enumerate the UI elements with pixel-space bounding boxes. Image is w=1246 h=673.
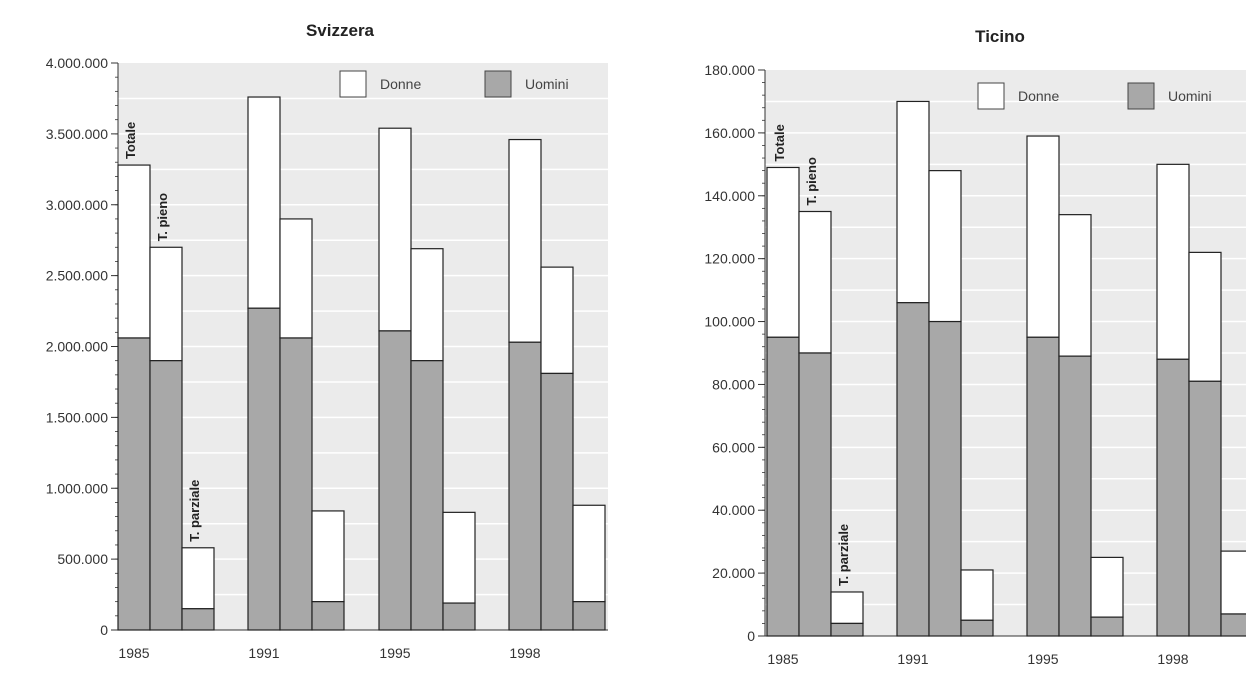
y-tick-label: 100.000 <box>704 314 755 330</box>
bar-donne-1998-0 <box>1156 163 1190 360</box>
y-tick-label: 20.000 <box>712 565 755 581</box>
bar-donne-1991-1 <box>279 218 313 339</box>
bar-uomini-1998-2 <box>1220 613 1246 637</box>
bar-donne-1998-2 <box>572 504 606 603</box>
bar-donne-1995-0 <box>1026 135 1060 338</box>
y-tick-label: 60.000 <box>712 439 755 455</box>
bar-uomini-1985-2 <box>181 608 215 631</box>
bar-uomini-1991-2 <box>960 619 994 637</box>
y-tick-label: 3.000.000 <box>46 197 108 213</box>
x-tick-label: 1998 <box>509 645 540 661</box>
y-tick-label: 80.000 <box>712 376 755 392</box>
bar-uomini-1998-2 <box>572 601 606 631</box>
y-tick-label: 1.000.000 <box>46 480 108 496</box>
bar-uomini-1995-2 <box>1090 616 1124 637</box>
x-tick-label: 1991 <box>897 651 928 667</box>
bar-donne-1995-2 <box>442 511 476 604</box>
bar-donne-1998-1 <box>540 266 574 375</box>
bar-label-0: Totale <box>123 122 138 159</box>
bar-label-0: Totale <box>772 124 787 161</box>
x-tick-label: 1998 <box>1157 651 1188 667</box>
x-tick-label: 1985 <box>767 651 798 667</box>
chart-svizzera-svg: 0 500.000 1.000.000 1.500.000 2.000.000 2.500… <box>46 21 608 661</box>
bar-donne-1985-1 <box>798 210 832 354</box>
y-tick-label: 500.000 <box>57 551 108 567</box>
bar-uomini-1985-0 <box>117 337 151 631</box>
legend-label-uomini: Uomini <box>1168 88 1212 104</box>
legend-label-uomini: Uomini <box>525 76 569 92</box>
x-tick-label: 1985 <box>118 645 149 661</box>
legend-label-donne: Donne <box>380 76 421 92</box>
bar-uomini-1985-1 <box>798 352 832 637</box>
y-tick-label: 1.500.000 <box>46 409 108 425</box>
legend-swatch-donne <box>339 70 367 98</box>
x-tick-label: 1991 <box>248 645 279 661</box>
chart-svizzera-canvas: 0 500.000 1.000.000 1.500.000 2.000.000 2.500… <box>46 21 608 661</box>
bar-uomini-1998-1 <box>540 372 574 631</box>
y-tick-label: 120.000 <box>704 251 755 267</box>
bar-donne-1991-0 <box>247 96 281 309</box>
legend-label-donne: Donne <box>1018 88 1059 104</box>
bar-label-1: T. pieno <box>804 157 819 205</box>
bar-donne-1985-0 <box>117 164 151 339</box>
y-tick-label: 40.000 <box>712 502 755 518</box>
y-tick-label: 2.500.000 <box>46 268 108 284</box>
x-tick-label: 1995 <box>379 645 410 661</box>
bar-uomini-1991-1 <box>928 320 962 637</box>
bar-label-1: T. pieno <box>155 193 170 241</box>
bar-donne-1995-1 <box>1058 214 1092 357</box>
x-tick-label: 1995 <box>1027 651 1058 667</box>
bar-label-2: T. parziale <box>187 480 202 542</box>
bar-uomini-1991-0 <box>247 307 281 631</box>
bar-donne-1985-0 <box>766 166 800 338</box>
bar-label-2: T. parziale <box>836 524 851 586</box>
bar-uomini-1995-1 <box>410 360 444 631</box>
bar-uomini-1985-2 <box>830 622 864 637</box>
y-tick-label: 180.000 <box>704 62 755 78</box>
chart-title: Svizzera <box>306 21 375 40</box>
bar-donne-1991-0 <box>896 100 930 304</box>
chart-ticino-canvas: 0 20.000 40.000 60.000 80.000 100.000 120.000 1… <box>704 27 1246 667</box>
legend-swatch-donne <box>977 82 1005 110</box>
y-tick-label: 4.000.000 <box>46 55 108 71</box>
y-tick-label: 140.000 <box>704 188 755 204</box>
bar-donne-1995-2 <box>1090 556 1124 618</box>
bar-donne-1991-2 <box>960 569 994 621</box>
bar-donne-1985-2 <box>181 547 215 610</box>
bar-uomini-1995-0 <box>378 330 412 631</box>
bar-donne-1998-1 <box>1188 251 1222 382</box>
chart-ticino-svg: 0 20.000 40.000 60.000 80.000 100.000 120.000 1… <box>704 27 1246 667</box>
bar-uomini-1995-1 <box>1058 355 1092 637</box>
y-tick-label: 0 <box>747 628 755 644</box>
legend-swatch-uomini <box>1127 82 1155 110</box>
bar-uomini-1995-2 <box>442 602 476 631</box>
bar-uomini-1998-0 <box>508 341 542 631</box>
bar-uomini-1998-1 <box>1188 380 1222 637</box>
bar-uomini-1991-0 <box>896 302 930 637</box>
bar-donne-1991-2 <box>311 510 345 603</box>
bar-donne-1991-1 <box>928 170 962 323</box>
bar-donne-1998-2 <box>1220 550 1246 615</box>
bar-donne-1995-1 <box>410 248 444 362</box>
bar-uomini-1998-0 <box>1156 358 1190 637</box>
bar-donne-1995-0 <box>378 127 412 332</box>
y-tick-label: 160.000 <box>704 125 755 141</box>
chart-svizzera: 0 500.000 1.000.000 1.500.000 2.000.000 2.500… <box>46 21 608 661</box>
chart-title: Ticino <box>975 27 1025 46</box>
chart-ticino: 0 20.000 40.000 60.000 80.000 100.000 120.000 1… <box>623 0 1246 673</box>
bar-donne-1985-1 <box>149 246 183 362</box>
bar-uomini-1991-1 <box>279 337 313 631</box>
y-tick-label: 2.000.000 <box>46 339 108 355</box>
bar-uomini-1991-2 <box>311 601 345 631</box>
legend-swatch-uomini <box>484 70 512 98</box>
y-tick-label: 3.500.000 <box>46 126 108 142</box>
bar-donne-1998-0 <box>508 138 542 343</box>
y-tick-label: 0 <box>100 622 108 638</box>
bar-uomini-1985-0 <box>766 336 800 637</box>
bar-uomini-1985-1 <box>149 360 183 631</box>
bar-uomini-1995-0 <box>1026 336 1060 637</box>
bar-donne-1985-2 <box>830 591 864 625</box>
